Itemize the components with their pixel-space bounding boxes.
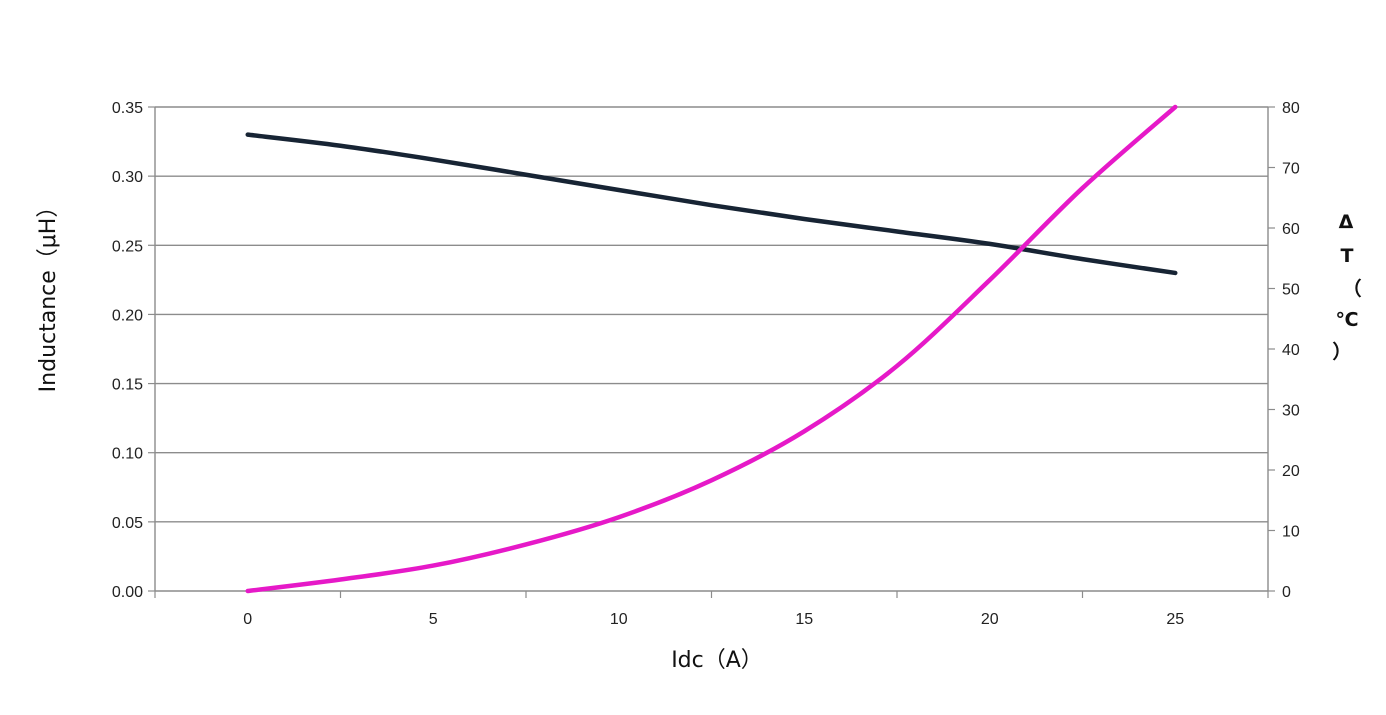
y2-tick-label: 20 [1282,463,1300,480]
y-tick-label: 0.10 [112,446,143,463]
inductance-line [245,132,1178,276]
y2-tick-label: 10 [1282,524,1300,541]
y2-tick-label: 70 [1282,161,1300,178]
y-axis-title: Inductance（μH） [36,196,61,393]
y-tick-label: 0.35 [112,100,143,117]
y2-tick-label: 50 [1282,282,1300,299]
x-tick-label: 20 [981,611,999,628]
y2-tick-label: 30 [1282,403,1300,420]
y2-tick-label: 80 [1282,100,1300,117]
y-tick-label: 0.00 [112,584,143,601]
x-tick-label: 0 [243,611,252,628]
y2-axis-title-char: T [1341,245,1354,267]
x-axis-title: Idc（A） [671,648,763,673]
y-tick-label: 0.15 [112,377,143,394]
y-tick-label: 0.05 [112,515,143,532]
x-tick-label: 25 [1166,611,1184,628]
y-tick-label: 0.20 [112,307,143,324]
y-tick-label: 0.30 [112,169,143,186]
series-lines [245,104,1178,594]
y2-axis-title: ΔT （ ℃ ） [1332,211,1361,363]
axes [148,106,1275,598]
y2-tick-label: 0 [1282,584,1291,601]
y2-axis-title-char: Δ [1339,211,1354,233]
temperature-rise-line [245,104,1178,594]
x-tick-label: 5 [429,611,438,628]
y2-axis-title-char: ） [1332,340,1351,363]
gridlines [155,106,1268,523]
x-tick-label: 15 [795,611,813,628]
y-tick-label: 0.25 [112,238,143,255]
y2-axis-title-char: （ [1342,277,1361,300]
x-tick-label: 10 [610,611,628,628]
y2-tick-label: 40 [1282,342,1300,359]
tick-labels: 0.00 0.05 0.10 0.15 0.20 0.25 0.30 0.35 0 10 20 30 4… [112,100,1300,628]
y2-axis-title-char: ℃ [1335,309,1358,331]
y2-tick-label: 60 [1282,221,1300,238]
